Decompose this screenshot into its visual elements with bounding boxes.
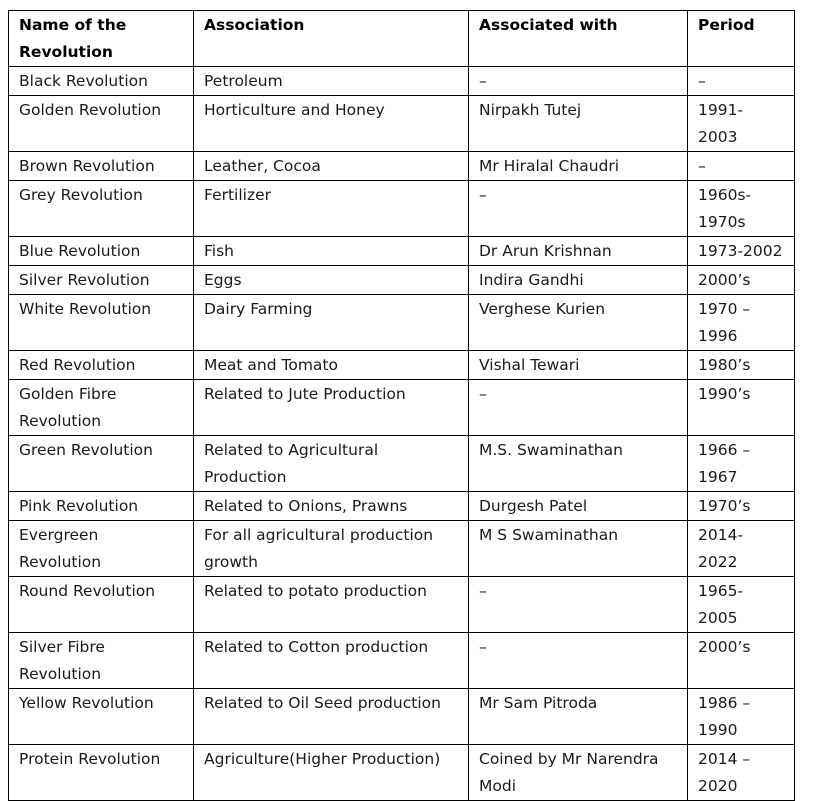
cell-association: Related to Agricultural Production <box>193 435 469 492</box>
cell-revolution-name: Golden Revolution <box>8 95 194 152</box>
cell-revolution-name: Brown Revolution <box>8 151 194 181</box>
cell-revolution-name: Golden Fibre Revolution <box>8 379 194 436</box>
cell-period: 1973-2002 <box>687 236 795 266</box>
cell-revolution-name: Pink Revolution <box>8 491 194 521</box>
cell-revolution-name: Silver Revolution <box>8 265 194 295</box>
table-row: Grey Revolution Fertilizer –1960s-1970s <box>8 180 795 237</box>
cell-association: For all agricultural production growth <box>193 520 469 577</box>
cell-period: 1980’s <box>687 350 795 380</box>
cell-revolution-name: White Revolution <box>8 294 194 351</box>
cell-associated-with: Vishal Tewari <box>468 350 688 380</box>
cell-associated-with: Nirpakh Tutej <box>468 95 688 152</box>
cell-association: Related to Onions, Prawns <box>193 491 469 521</box>
cell-period: 2000’s <box>687 632 795 689</box>
cell-associated-with: Verghese Kurien <box>468 294 688 351</box>
table-row: Blue Revolution Fish Dr Arun Krishnan 1973-… <box>8 236 795 266</box>
cell-association: Fish <box>193 236 469 266</box>
cell-associated-with: – <box>468 66 688 96</box>
table-row: Green Revolution Related to Agricultural … <box>8 435 795 492</box>
cell-association: Leather, Cocoa <box>193 151 469 181</box>
cell-period: 1991- 2003 <box>687 95 795 152</box>
cell-revolution-name: Yellow Revolution <box>8 688 194 745</box>
cell-association: Dairy Farming <box>193 294 469 351</box>
cell-associated-with: Indira Gandhi <box>468 265 688 295</box>
header-period: Period <box>687 10 795 67</box>
cell-revolution-name: Grey Revolution <box>8 180 194 237</box>
cell-revolution-name: Protein Revolution <box>8 744 194 801</box>
table-row: Brown Revolution Leather, Cocoa Mr Hiralal… <box>8 151 795 181</box>
table-header: Name of the Revolution Association Assoc… <box>8 10 795 67</box>
cell-revolution-name: Silver Fibre Revolution <box>8 632 194 689</box>
table-row: Protein Revolution Agriculture(Higher Pro… <box>8 744 795 801</box>
cell-associated-with: – <box>468 379 688 436</box>
cell-association: Meat and Tomato <box>193 350 469 380</box>
cell-association: Agriculture(Higher Production) <box>193 744 469 801</box>
header-association: Association <box>193 10 469 67</box>
cell-association: Eggs <box>193 265 469 295</box>
cell-revolution-name: Green Revolution <box>8 435 194 492</box>
cell-period: 1960s-1970s <box>687 180 795 237</box>
header-row: Name of the Revolution Association Assoc… <box>8 10 795 67</box>
cell-association: Related to Cotton production <box>193 632 469 689</box>
cell-associated-with: – <box>468 576 688 633</box>
cell-associated-with: – <box>468 632 688 689</box>
cell-revolution-name: Blue Revolution <box>8 236 194 266</box>
cell-period: 1990’s <box>687 379 795 436</box>
table-row: Evergreen Revolution For all agricultural… <box>8 520 795 577</box>
cell-revolution-name: Evergreen Revolution <box>8 520 194 577</box>
table-row: Golden Revolution Horticulture and Honey N… <box>8 95 795 152</box>
table-row: Yellow Revolution Related to Oil Seed pro… <box>8 688 795 745</box>
cell-associated-with: Durgesh Patel <box>468 491 688 521</box>
cell-revolution-name: Black Revolution <box>8 66 194 96</box>
table-row: Silver Revolution Eggs Indira Gandhi 2000’s <box>8 265 795 295</box>
cell-period: 1965- 2005 <box>687 576 795 633</box>
revolutions-table: Name of the Revolution Association Assoc… <box>8 10 795 801</box>
cell-association: Related to Oil Seed production <box>193 688 469 745</box>
cell-period: 1970 – 1996 <box>687 294 795 351</box>
table-body: Black Revolution Petroleum – – Golden Revol… <box>8 66 795 801</box>
table-row: White Revolution Dairy Farming Verghese Ku… <box>8 294 795 351</box>
cell-association: Related to Jute Production <box>193 379 469 436</box>
cell-period: – <box>687 151 795 181</box>
cell-associated-with: – <box>468 180 688 237</box>
table-row: Silver Fibre Revolution Related to Cotton… <box>8 632 795 689</box>
cell-revolution-name: Red Revolution <box>8 350 194 380</box>
header-name: Name of the Revolution <box>8 10 194 67</box>
cell-period: 1966 – 1967 <box>687 435 795 492</box>
cell-period: 1970’s <box>687 491 795 521</box>
cell-associated-with: Dr Arun Krishnan <box>468 236 688 266</box>
table-row: Red Revolution Meat and Tomato Vishal Tewa… <box>8 350 795 380</box>
cell-period: 2000’s <box>687 265 795 295</box>
table-row: Golden Fibre Revolution Related to Jute P… <box>8 379 795 436</box>
cell-association: Fertilizer <box>193 180 469 237</box>
table-row: Pink Revolution Related to Onions, Prawns… <box>8 491 795 521</box>
cell-association: Related to potato production <box>193 576 469 633</box>
cell-associated-with: Mr Sam Pitroda <box>468 688 688 745</box>
cell-period: 2014 – 2020 <box>687 744 795 801</box>
cell-period: – <box>687 66 795 96</box>
cell-period: 2014- 2022 <box>687 520 795 577</box>
cell-associated-with: M S Swaminathan <box>468 520 688 577</box>
cell-association: Petroleum <box>193 66 469 96</box>
cell-associated-with: Mr Hiralal Chaudri <box>468 151 688 181</box>
cell-associated-with: Coined by Mr Narendra Modi <box>468 744 688 801</box>
cell-revolution-name: Round Revolution <box>8 576 194 633</box>
cell-associated-with: M.S. Swaminathan <box>468 435 688 492</box>
cell-association: Horticulture and Honey <box>193 95 469 152</box>
header-associated-with: Associated with <box>468 10 688 67</box>
cell-period: 1986 – 1990 <box>687 688 795 745</box>
table-row: Round Revolution Related to potato produc… <box>8 576 795 633</box>
table-row: Black Revolution Petroleum – – <box>8 66 795 96</box>
